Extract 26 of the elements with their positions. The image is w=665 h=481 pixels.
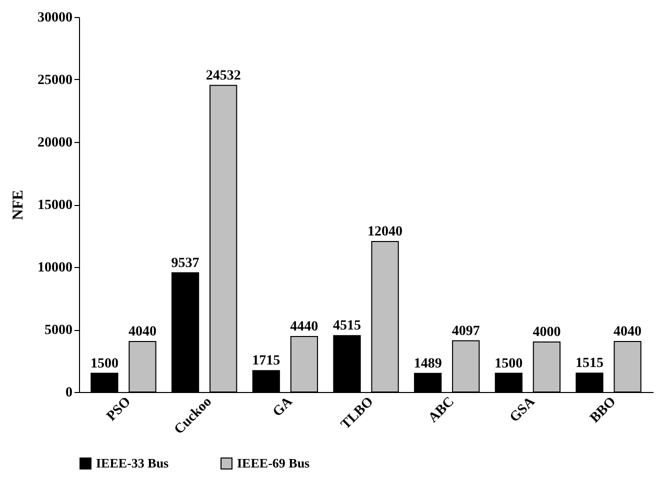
data-label: 4040 — [614, 324, 642, 340]
data-label: 12040 — [368, 224, 403, 240]
data-label: 1489 — [414, 356, 442, 372]
legend-label: IEEE-33 Bus — [96, 456, 169, 471]
legend-label: IEEE-69 Bus — [237, 456, 310, 471]
data-label: 1715 — [252, 354, 280, 369]
data-label: 4040 — [128, 324, 156, 340]
y-tick-label: 15000 — [38, 198, 72, 213]
data-label: 24532 — [206, 68, 241, 84]
data-label: 4097 — [452, 324, 480, 339]
data-label: 1515 — [576, 356, 604, 372]
x-tick-label: GA — [270, 394, 296, 420]
y-tick-label: 10000 — [38, 260, 72, 276]
data-label: 1500 — [494, 356, 523, 372]
y-tick-label: 20000 — [38, 136, 72, 150]
data-label: 4000 — [532, 325, 561, 340]
y-tick-label: 30000 — [38, 10, 72, 26]
y-tick-label: 25000 — [38, 73, 72, 88]
data-label: 4515 — [332, 318, 361, 334]
data-label: 4440 — [290, 320, 318, 334]
y-tick-label: 0 — [66, 386, 72, 400]
y-axis-title: NFE — [10, 190, 26, 220]
data-label: 9537 — [171, 256, 200, 271]
y-tick-label: 5000 — [44, 323, 72, 338]
x-tick-label: GSA — [507, 394, 539, 426]
data-label: 1500 — [90, 356, 118, 372]
